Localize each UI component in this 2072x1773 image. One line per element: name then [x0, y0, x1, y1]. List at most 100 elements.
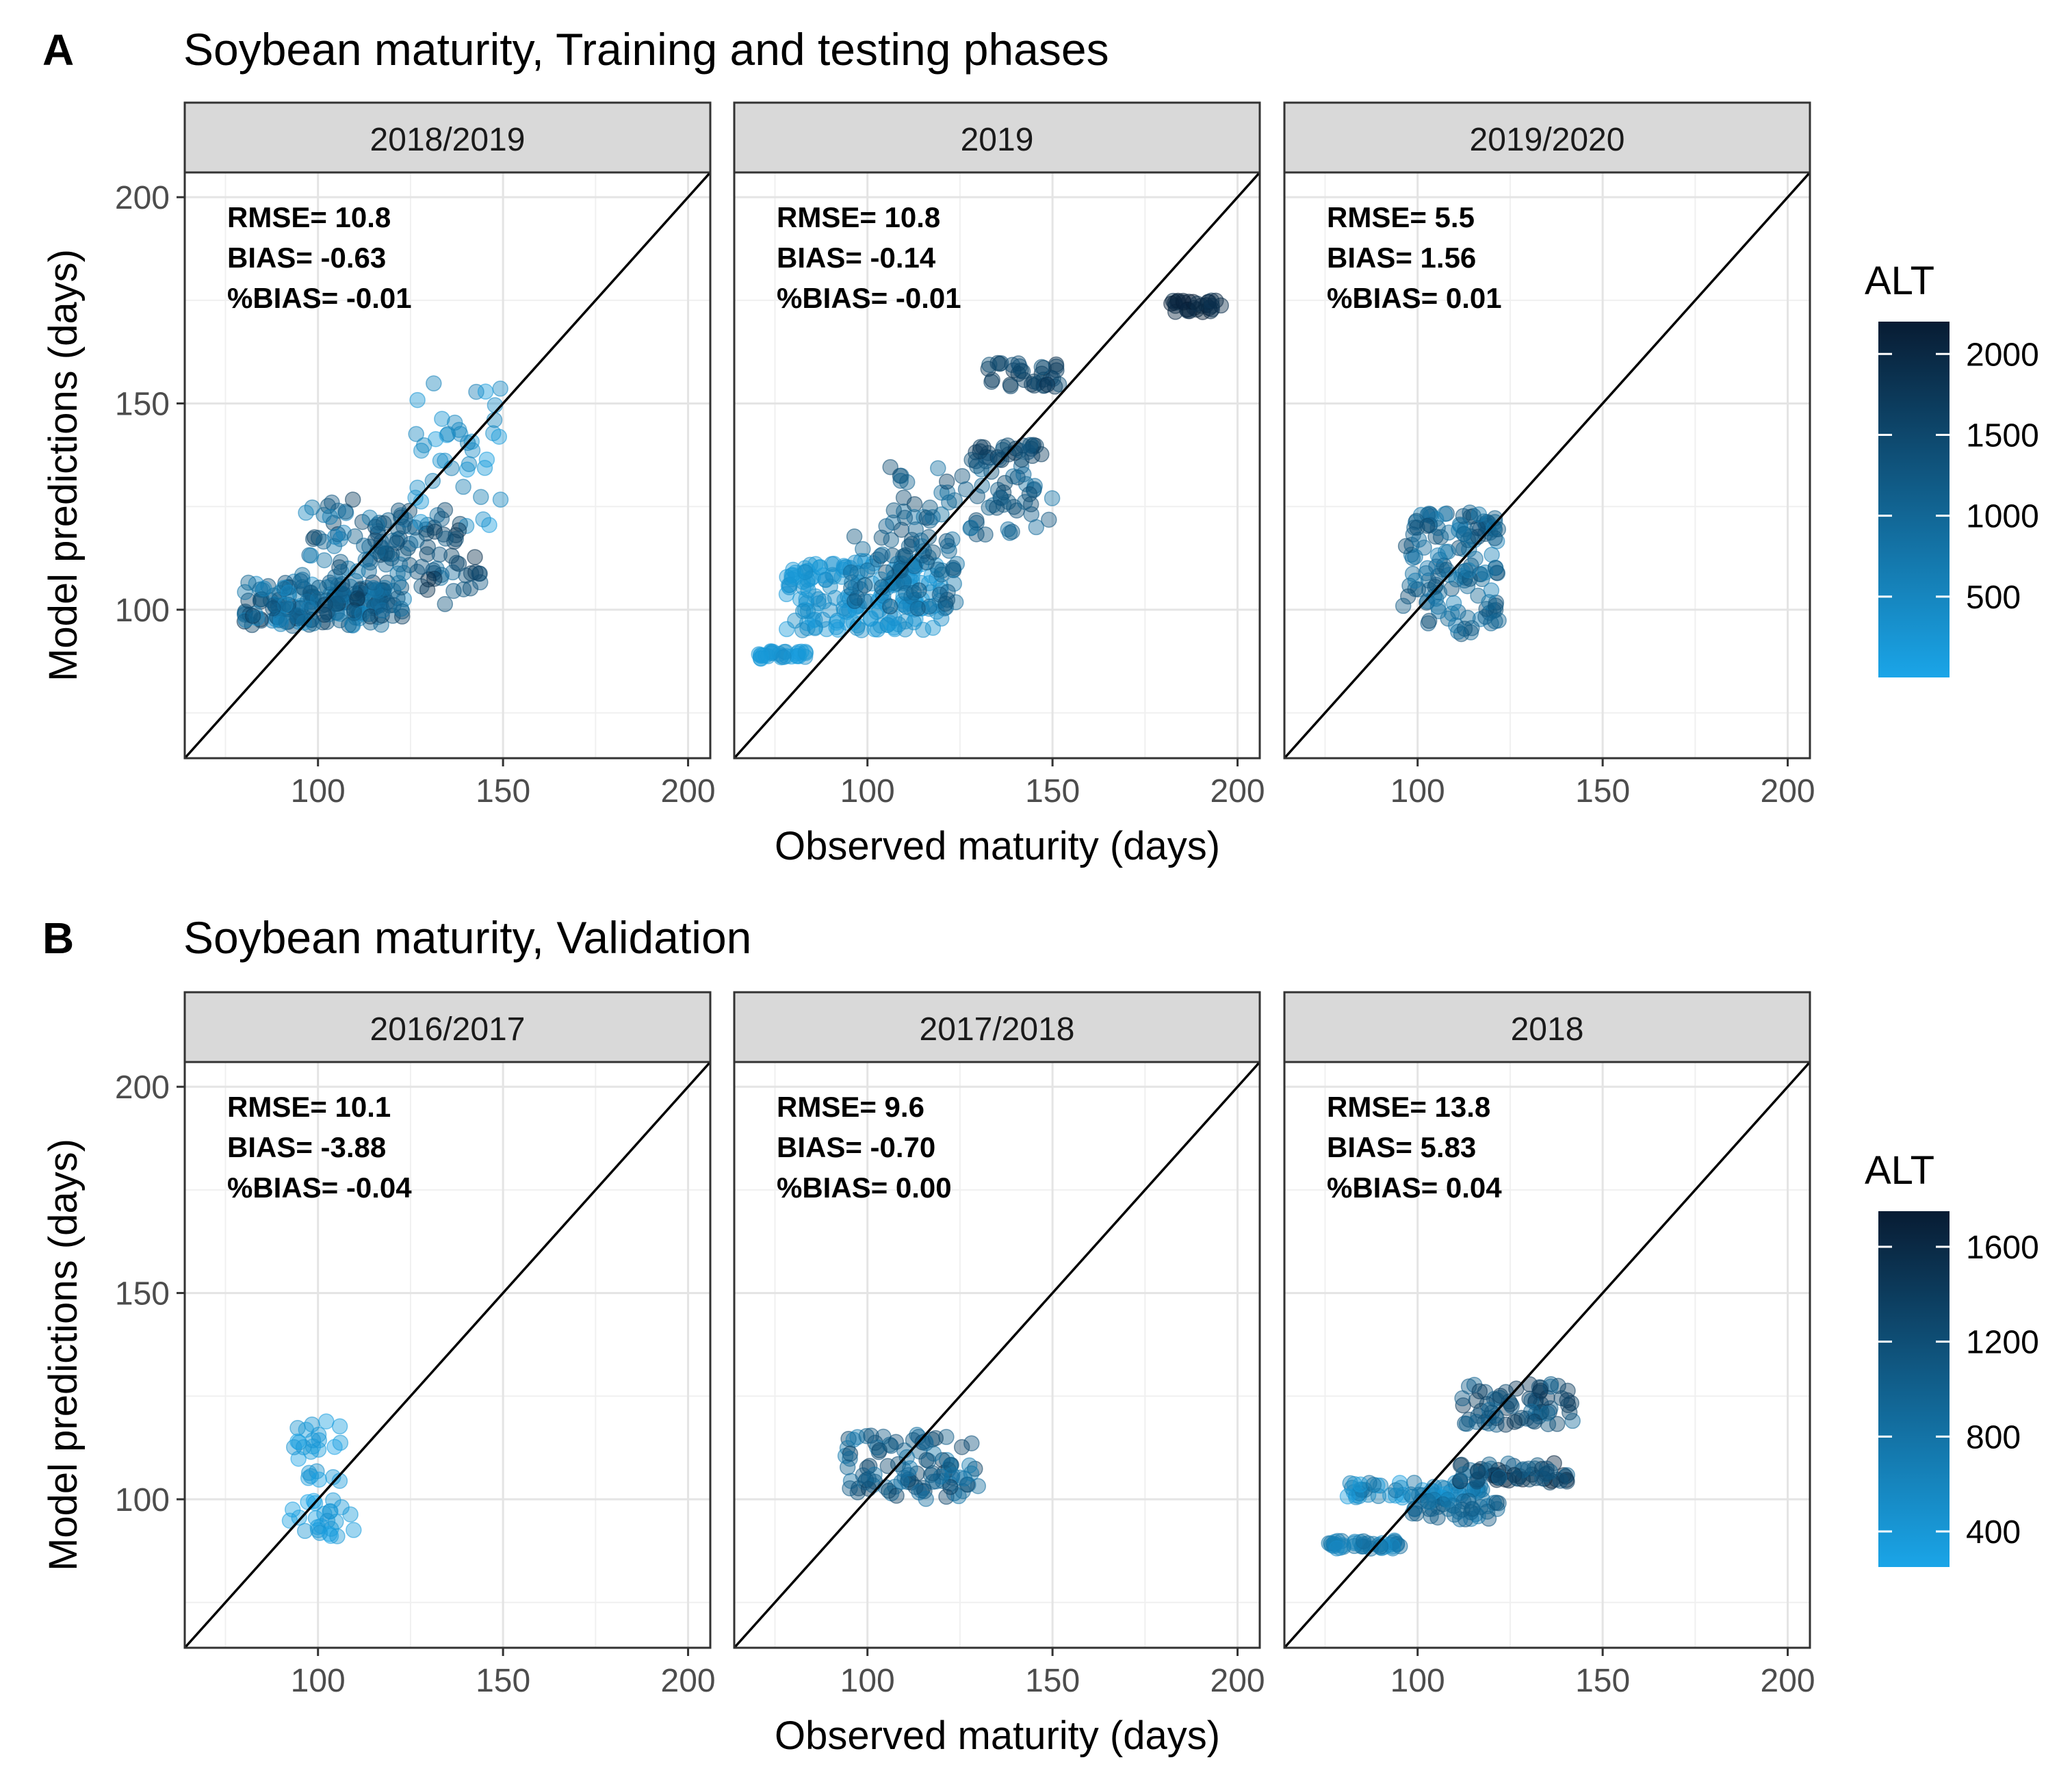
data-point	[924, 509, 941, 526]
data-point	[818, 621, 835, 638]
data-point	[797, 645, 814, 662]
data-point	[331, 559, 348, 575]
data-point	[458, 567, 474, 584]
data-point	[1532, 1382, 1549, 1399]
data-point	[276, 580, 292, 596]
data-point	[1526, 1413, 1543, 1430]
x-tick-label: 200	[1210, 1663, 1265, 1699]
data-point	[1552, 1473, 1569, 1489]
reference-line	[1283, 1061, 1811, 1649]
data-point	[892, 472, 909, 489]
data-point	[1388, 1487, 1404, 1504]
data-point	[310, 1426, 327, 1443]
data-point	[439, 427, 455, 443]
data-point	[1501, 1393, 1518, 1410]
data-point	[1041, 511, 1057, 528]
stats-annotation: %BIAS= 0.00	[777, 1172, 952, 1204]
colorbar-legend: ALT 500 1000 1500 2000	[1865, 259, 2039, 677]
data-point	[1048, 362, 1065, 378]
data-point	[433, 510, 450, 527]
data-point	[244, 608, 261, 624]
data-point	[830, 621, 846, 638]
data-point	[905, 584, 922, 601]
data-point	[846, 528, 863, 545]
data-point	[1450, 604, 1466, 621]
data-point	[969, 488, 986, 504]
data-point	[1438, 561, 1455, 578]
data-point	[855, 1467, 872, 1484]
data-point	[1004, 523, 1020, 540]
data-point	[893, 467, 909, 484]
reference-line	[1283, 171, 1811, 760]
stats-annotation: BIAS= -0.14	[777, 242, 936, 274]
data-point	[240, 593, 257, 609]
stats-annotation: RMSE= 10.8	[227, 201, 391, 233]
data-point	[311, 1525, 328, 1541]
data-point	[874, 546, 891, 562]
data-point	[1022, 496, 1039, 513]
legend-colorbar	[1878, 1211, 1950, 1567]
data-point	[1455, 526, 1473, 542]
data-point	[937, 595, 954, 612]
data-point	[437, 596, 454, 612]
data-point	[1460, 1492, 1477, 1509]
data-point	[396, 565, 412, 581]
data-point	[450, 522, 467, 539]
data-point	[1488, 597, 1504, 614]
data-point	[1455, 508, 1472, 524]
data-point	[963, 1465, 980, 1481]
data-point	[1326, 1533, 1343, 1551]
plot-border	[1283, 1061, 1811, 1649]
data-point	[878, 518, 894, 534]
data-point	[933, 566, 950, 583]
x-tick-label: 200	[1761, 1663, 1815, 1699]
data-point	[1539, 1405, 1556, 1422]
data-point	[1017, 493, 1033, 510]
x-tick-label: 150	[1025, 1663, 1080, 1699]
legend-title: ALT	[1865, 1148, 1934, 1193]
data-point	[942, 1479, 959, 1495]
data-point	[963, 452, 980, 468]
x-tick-label: 150	[476, 1663, 530, 1699]
data-point	[1456, 621, 1473, 637]
data-point	[933, 1468, 949, 1485]
data-point	[1559, 1397, 1577, 1414]
data-point	[1445, 595, 1462, 612]
stats-annotation: RMSE= 13.8	[1327, 1091, 1490, 1123]
data-point	[775, 649, 792, 666]
data-point	[331, 1418, 348, 1435]
x-tick-label: 100	[291, 773, 346, 810]
x-tick-label: 100	[840, 1663, 895, 1699]
data-point	[1365, 1477, 1382, 1493]
data-point	[1404, 1505, 1421, 1522]
data-point	[1542, 1378, 1559, 1395]
legend-tick-label: 1500	[1966, 417, 2039, 454]
data-point	[237, 584, 253, 600]
data-point	[938, 533, 955, 549]
panel-letter: A	[42, 25, 74, 75]
plot-border	[183, 1061, 712, 1649]
data-point	[794, 603, 812, 619]
data-point	[413, 558, 430, 575]
data-point	[898, 598, 914, 615]
legend-tick-label: 400	[1966, 1514, 2021, 1551]
x-tick-label: 200	[1210, 773, 1265, 810]
data-point	[852, 580, 869, 597]
data-point	[408, 426, 424, 442]
stats-annotation: %BIAS= -0.01	[227, 282, 412, 314]
legend-title: ALT	[1865, 259, 1934, 303]
data-point	[478, 451, 495, 468]
data-point	[1469, 519, 1486, 536]
data-point	[842, 1445, 859, 1462]
stats-annotation: %BIAS= -0.04	[227, 1172, 412, 1204]
data-point	[445, 582, 462, 599]
facet-2016-2017: 2016/2017 RMSE= 10.1 BIAS= -3.88 %BIAS= -0.…	[115, 991, 716, 1699]
data-point	[458, 517, 475, 534]
data-point	[369, 517, 385, 533]
facet-strip	[183, 101, 712, 174]
legend-tick-label: 1000	[1966, 499, 2039, 535]
data-point	[893, 521, 910, 538]
x-tick-label: 100	[1390, 773, 1445, 810]
y-tick-label: 200	[115, 180, 170, 216]
data-point	[1189, 296, 1206, 312]
